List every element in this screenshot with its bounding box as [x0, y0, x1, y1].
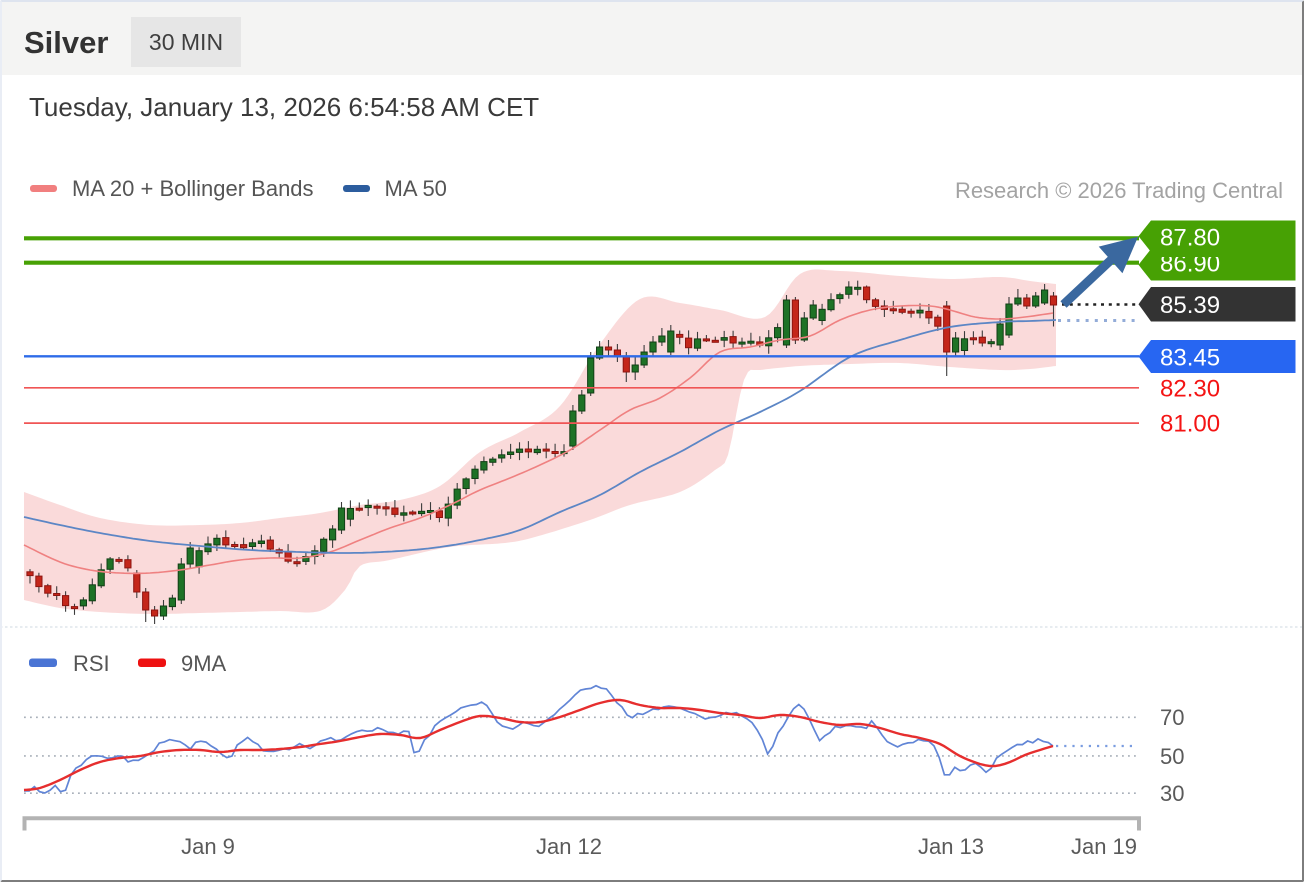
svg-text:Jan 19: Jan 19 [1071, 834, 1137, 859]
svg-text:70: 70 [1160, 705, 1184, 730]
svg-text:87.80: 87.80 [1160, 225, 1220, 252]
svg-text:83.45: 83.45 [1160, 345, 1220, 372]
svg-text:82.30: 82.30 [1160, 376, 1220, 403]
svg-text:50: 50 [1160, 744, 1184, 769]
svg-text:81.00: 81.00 [1160, 411, 1220, 438]
svg-text:Jan 12: Jan 12 [536, 834, 602, 859]
svg-text:Jan 9: Jan 9 [181, 834, 235, 859]
svg-text:85.39: 85.39 [1160, 292, 1220, 319]
svg-text:9MA: 9MA [181, 651, 227, 676]
svg-text:86.90: 86.90 [1160, 251, 1220, 278]
svg-text:30: 30 [1160, 781, 1184, 806]
svg-text:RSI: RSI [73, 651, 110, 676]
svg-text:Jan 13: Jan 13 [918, 834, 984, 859]
